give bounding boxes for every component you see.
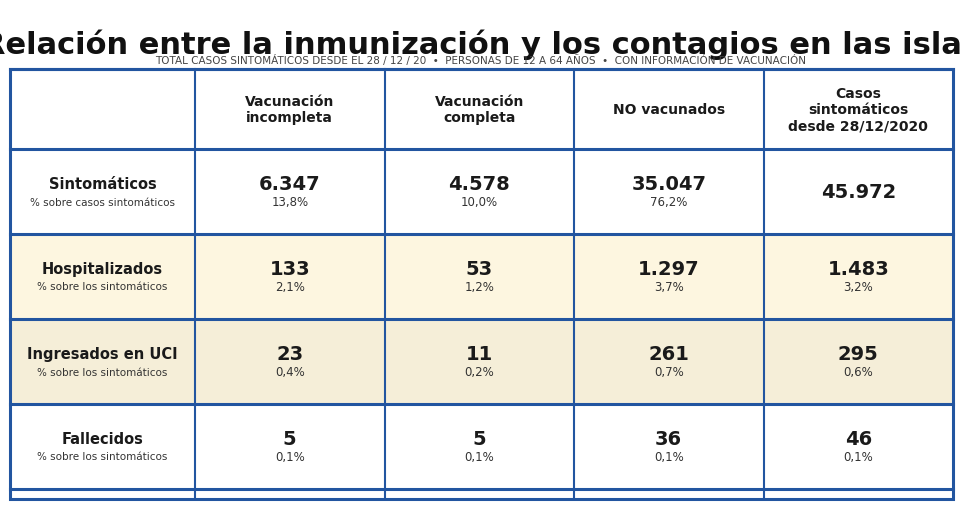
- Text: 46: 46: [845, 429, 872, 448]
- Text: 3,7%: 3,7%: [654, 280, 684, 293]
- Text: 13,8%: 13,8%: [272, 195, 308, 209]
- Bar: [10, 404, 953, 489]
- Text: Vacunación
completa: Vacunación completa: [434, 95, 524, 125]
- Text: 6.347: 6.347: [259, 175, 321, 193]
- Text: 11: 11: [466, 344, 493, 363]
- Text: 1,2%: 1,2%: [464, 280, 494, 293]
- Text: Relación entre la inmunización y los contagios en las islas: Relación entre la inmunización y los con…: [0, 30, 963, 61]
- Text: % sobre casos sintomáticos: % sobre casos sintomáticos: [30, 197, 175, 207]
- Text: 0,1%: 0,1%: [274, 450, 304, 463]
- Text: Ingresados en UCI: Ingresados en UCI: [27, 346, 178, 361]
- Text: 76,2%: 76,2%: [650, 195, 688, 209]
- Text: 5: 5: [283, 429, 297, 448]
- Text: 23: 23: [276, 344, 303, 363]
- Text: Vacunación
incompleta: Vacunación incompleta: [245, 95, 334, 125]
- Bar: [10, 319, 953, 404]
- Text: 1.297: 1.297: [638, 260, 699, 278]
- Text: 3,2%: 3,2%: [844, 280, 873, 293]
- Text: % sobre los sintomáticos: % sobre los sintomáticos: [38, 367, 168, 377]
- Text: 261: 261: [648, 344, 690, 363]
- Bar: [10, 70, 953, 499]
- Bar: [10, 235, 953, 319]
- Text: Casos
sintomáticos
desde 28/12/2020: Casos sintomáticos desde 28/12/2020: [789, 87, 928, 133]
- Text: Hospitalizados: Hospitalizados: [42, 262, 163, 276]
- Text: 45.972: 45.972: [820, 183, 896, 202]
- Text: 0,1%: 0,1%: [844, 450, 873, 463]
- Text: TOTAL CASOS SINTOMÁTICOS DESDE EL 28 / 12 / 20  •  PERSONAS DE 12 A 64 AÑOS  •  : TOTAL CASOS SINTOMÁTICOS DESDE EL 28 / 1…: [155, 55, 806, 66]
- Text: 0,2%: 0,2%: [464, 365, 494, 378]
- Text: 0,4%: 0,4%: [274, 365, 304, 378]
- Text: 35.047: 35.047: [632, 175, 706, 193]
- Text: Fallecidos: Fallecidos: [62, 431, 143, 446]
- Bar: [10, 150, 953, 235]
- Text: 10,0%: 10,0%: [460, 195, 498, 209]
- Text: 0,1%: 0,1%: [654, 450, 684, 463]
- Text: NO vacunados: NO vacunados: [612, 103, 725, 117]
- Text: 2,1%: 2,1%: [274, 280, 304, 293]
- Text: 0,1%: 0,1%: [464, 450, 494, 463]
- Text: % sobre los sintomáticos: % sobre los sintomáticos: [38, 451, 168, 462]
- Text: 5: 5: [473, 429, 486, 448]
- Text: 1.483: 1.483: [827, 260, 889, 278]
- Text: % sobre los sintomáticos: % sobre los sintomáticos: [38, 282, 168, 292]
- Text: 295: 295: [838, 344, 878, 363]
- Text: Sintomáticos: Sintomáticos: [48, 177, 156, 191]
- Text: 0,6%: 0,6%: [844, 365, 873, 378]
- Text: 133: 133: [270, 260, 310, 278]
- Text: 4.578: 4.578: [449, 175, 510, 193]
- Text: 36: 36: [655, 429, 683, 448]
- Text: 53: 53: [466, 260, 493, 278]
- Text: 0,7%: 0,7%: [654, 365, 684, 378]
- Bar: [10, 70, 953, 150]
